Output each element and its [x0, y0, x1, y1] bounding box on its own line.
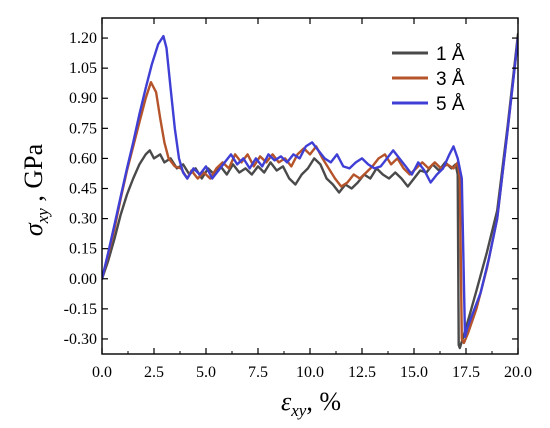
- y-tick-label: 0.15: [69, 241, 97, 258]
- x-tick-label: 7.5: [248, 364, 268, 381]
- y-tick-label: 0.30: [69, 211, 97, 228]
- x-tick-label: 15.0: [400, 364, 428, 381]
- x-tick-label: 2.5: [144, 364, 164, 381]
- y-axis-symbol: σ: [19, 222, 48, 236]
- series-lines: [102, 32, 518, 350]
- y-tick-label: -0.30: [64, 331, 97, 348]
- x-tick-label: 12.5: [348, 364, 376, 381]
- x-axis-unit: , %: [306, 387, 341, 416]
- plot-background: [102, 18, 518, 354]
- y-axis-unit: , GPa: [19, 143, 48, 208]
- x-axis-subscript: xy: [290, 401, 307, 420]
- legend-label-1: 1 Å: [436, 44, 465, 65]
- y-tick-label: 1.20: [69, 30, 97, 47]
- y-axis-title: σxy , GPa: [19, 143, 52, 236]
- x-tick-label: 17.5: [452, 364, 480, 381]
- plot-area: [102, 18, 518, 354]
- series-line-3: [102, 34, 518, 339]
- x-tick-label: 5.0: [196, 364, 216, 381]
- x-axis-title: εxy, %: [281, 387, 341, 420]
- y-tick-label: 0.00: [69, 271, 97, 288]
- legend: 1 Å 3 Å 5 Å: [392, 44, 465, 115]
- y-tick-label: 0.60: [69, 150, 97, 167]
- legend-label-3: 5 Å: [436, 94, 465, 115]
- legend-label-2: 3 Å: [436, 69, 465, 90]
- x-tick-label: 20.0: [504, 364, 532, 381]
- y-tick-label: 0.90: [69, 90, 97, 107]
- x-axis-symbol: ε: [281, 387, 292, 416]
- y-tick-label: -0.15: [64, 301, 97, 318]
- axes: 0.0 2.5 5.0 7.5 10.0 12.5 15.0 17.5 20.0 -0.30 -0.…: [64, 17, 532, 381]
- x-tick-label: 10.0: [296, 364, 324, 381]
- y-tick-label: 1.05: [69, 60, 97, 77]
- x-tick-label: 0.0: [92, 364, 112, 381]
- y-axis-subscript: xy: [33, 208, 52, 225]
- y-tick-label: 0.45: [69, 181, 97, 198]
- y-tick-label: 0.75: [69, 120, 97, 137]
